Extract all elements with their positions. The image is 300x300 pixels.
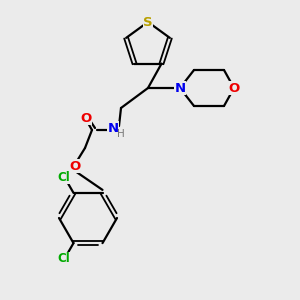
Text: N: N — [107, 122, 118, 134]
Text: O: O — [80, 112, 92, 124]
Text: O: O — [228, 82, 240, 94]
Text: Cl: Cl — [57, 170, 70, 184]
Text: N: N — [174, 82, 186, 94]
Text: O: O — [69, 160, 81, 172]
Text: Cl: Cl — [57, 253, 70, 266]
Text: S: S — [143, 16, 153, 28]
Text: H: H — [117, 129, 125, 139]
